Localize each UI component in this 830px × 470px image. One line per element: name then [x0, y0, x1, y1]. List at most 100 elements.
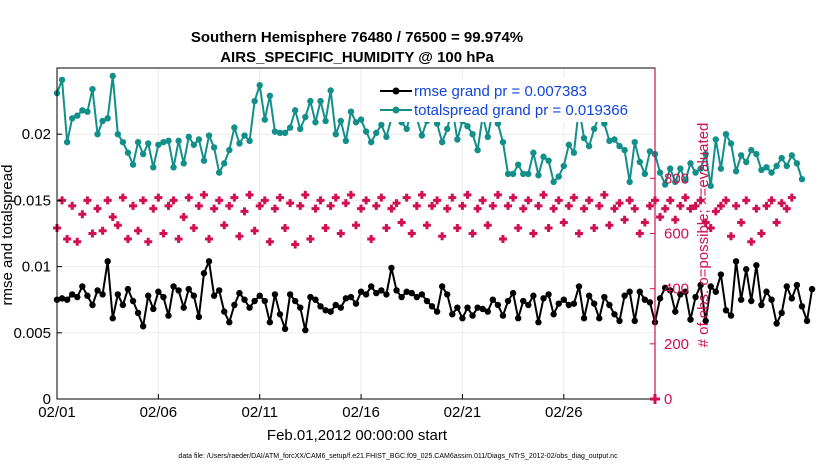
rmse-point — [722, 307, 730, 314]
rmse-point — [231, 301, 238, 309]
totalspread-point — [165, 137, 172, 145]
obs-count-point — [468, 229, 477, 238]
rmse-point — [145, 292, 152, 299]
obs-count-point — [782, 204, 791, 213]
obs-count-point — [179, 212, 188, 221]
obs-count-point — [215, 196, 224, 205]
totalspread-point — [175, 137, 182, 145]
obs-count-point — [281, 223, 290, 232]
totalspread-point — [180, 160, 187, 167]
obs-count-point — [433, 196, 442, 205]
totalspread-point — [702, 150, 709, 158]
rmse-point — [241, 296, 248, 303]
y-tick-label: 0 — [43, 391, 51, 408]
totalspread-point — [514, 161, 522, 168]
rmse-point — [489, 296, 497, 303]
rmse-point — [550, 311, 557, 318]
obs-count-point — [194, 201, 203, 210]
rmse-point — [697, 281, 704, 289]
obs-count-point — [473, 204, 482, 213]
y-right-tick-label: 200 — [664, 336, 689, 353]
totalspread-point — [58, 76, 66, 84]
rmse-point — [753, 262, 760, 269]
totalspread-point — [474, 146, 481, 154]
obs-count-point — [362, 196, 371, 205]
obs-count-point — [417, 190, 426, 199]
totalspread-point — [139, 150, 147, 158]
totalspread-point — [672, 178, 679, 186]
totalspread-point — [347, 108, 355, 115]
totalspread-point — [580, 134, 588, 142]
rmse-point — [525, 301, 532, 309]
totalspread-point — [317, 97, 324, 105]
totalspread-point — [631, 138, 638, 146]
obs-count-point — [539, 190, 548, 199]
obs-count-point — [666, 196, 675, 205]
obs-count-point — [701, 218, 710, 227]
rmse-point — [58, 295, 66, 302]
totalspread-point — [525, 170, 532, 178]
totalspread-point — [677, 165, 684, 172]
rmse-point — [631, 317, 638, 325]
totalspread-point — [611, 136, 618, 143]
obs-count-point — [716, 201, 725, 210]
obs-count-point — [615, 199, 624, 208]
obs-count-point — [367, 235, 376, 244]
rmse-point — [190, 292, 198, 299]
rmse-point — [677, 291, 684, 298]
obs-count-point — [772, 218, 781, 227]
rmse-point — [347, 293, 355, 301]
totalspread-point — [332, 131, 339, 138]
totalspread-point — [626, 178, 633, 186]
totalspread-point — [383, 133, 390, 141]
obs-count-point — [559, 218, 568, 227]
rmse-point — [352, 300, 360, 307]
obs-count-point — [169, 196, 178, 205]
chart-title-line-2: AIRS_SPECIFIC_HUMIDITY @ 100 hPa — [220, 49, 494, 66]
rmse-point — [114, 291, 122, 298]
rmse-point — [84, 292, 91, 299]
totalspread-point — [195, 136, 203, 143]
totalspread-point — [444, 125, 451, 133]
totalspread-point — [570, 149, 578, 156]
rmse-point — [585, 292, 593, 299]
rmse-point — [758, 301, 765, 309]
rmse-point — [428, 303, 436, 310]
obs-count-point — [331, 193, 340, 202]
rmse-point — [656, 295, 664, 302]
rmse-point — [175, 287, 182, 294]
totalspread-point — [499, 138, 507, 146]
totalspread-point — [286, 124, 294, 131]
obs-count-point — [661, 204, 670, 213]
totalspread-point — [788, 152, 796, 159]
totalspread-point — [732, 168, 740, 175]
rmse-point — [185, 285, 192, 293]
obs-count-point — [291, 240, 300, 249]
rmse-point — [383, 291, 390, 298]
totalspread-point — [129, 161, 137, 168]
rmse-point — [327, 308, 334, 315]
obs-count-point — [402, 193, 411, 202]
obs-count-point — [397, 218, 406, 227]
totalspread-point — [145, 140, 152, 147]
totalspread-point — [763, 164, 770, 171]
totalspread-point — [758, 166, 765, 174]
totalspread-point — [266, 92, 274, 100]
totalspread-point — [727, 140, 735, 147]
obs-count-point — [108, 212, 117, 221]
totalspread-point — [190, 141, 198, 148]
rmse-point — [408, 289, 415, 297]
totalspread-point — [621, 146, 628, 154]
rmse-point — [732, 258, 740, 265]
rmse-point — [200, 270, 208, 277]
totalspread-point — [697, 165, 704, 172]
rmse-point — [783, 283, 790, 290]
legend-totalspread-marker — [392, 106, 400, 114]
rmse-point — [535, 319, 542, 326]
totalspread-point — [150, 164, 157, 171]
obs-count-point — [240, 207, 249, 216]
totalspread-point — [63, 138, 71, 146]
obs-count-point — [346, 190, 355, 199]
rmse-point — [743, 266, 750, 273]
